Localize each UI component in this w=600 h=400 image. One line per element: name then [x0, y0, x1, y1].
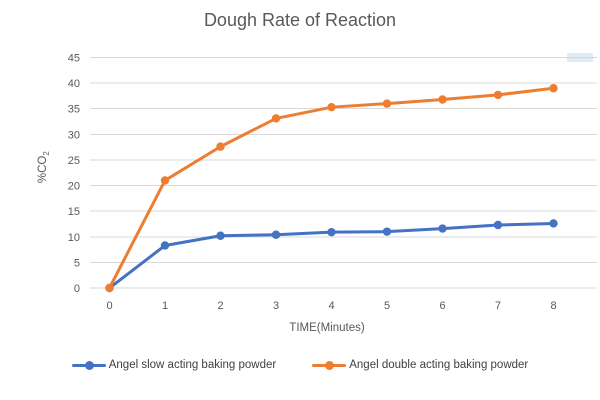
legend-dot [325, 360, 335, 370]
legend-item: Angel slow acting baking powder [71, 359, 277, 371]
data-point-marker [382, 227, 392, 236]
data-point-marker [216, 142, 225, 151]
y-axis-title-text: %CO [36, 155, 49, 184]
data-series [105, 84, 558, 293]
x-axis-title: TIME(Minutes) [289, 322, 365, 334]
chart-title: Dough Rate of Reaction [203, 10, 397, 30]
data-point-marker [382, 99, 392, 108]
y-axis-tick-labels: 0 5 10 15 20 25 30 35 40 45 [68, 53, 80, 296]
legend-label: Angel slow acting baking powder [108, 359, 277, 371]
x-tick-label: 3 [273, 300, 279, 312]
highlight-artifact [567, 53, 593, 62]
series-line [108, 86, 555, 290]
y-tick-label: 35 [68, 104, 80, 116]
x-tick-label: 4 [328, 300, 334, 312]
data-point-marker [327, 102, 336, 112]
x-axis-tick-labels: 0 1 2 3 4 5 6 7 8 [106, 300, 556, 312]
y-tick-label: 25 [68, 155, 80, 167]
data-point-marker [438, 95, 447, 104]
legend-line-marker-icon [312, 360, 347, 370]
legend-item: Angel double acting baking powder [312, 359, 528, 371]
data-point-marker [105, 283, 114, 293]
y-tick-label: 30 [68, 129, 80, 141]
y-tick-label: 10 [68, 232, 80, 244]
x-tick-label: 5 [384, 300, 390, 312]
data-point-marker [493, 90, 503, 100]
x-tick-label: 0 [106, 300, 112, 312]
y-axis-title-subscript: 2 [42, 151, 52, 156]
y-axis-title: %CO2 [37, 147, 51, 187]
y-tick-label: 20 [68, 181, 80, 193]
data-point-marker [160, 176, 170, 185]
y-tick-label: 40 [68, 78, 80, 90]
x-tick-label: 1 [162, 300, 168, 312]
x-tick-label: 8 [550, 300, 556, 312]
data-point-marker [549, 84, 558, 93]
legend-line-marker-icon [71, 360, 106, 370]
data-point-marker [216, 231, 225, 240]
legend-label: Angel double acting baking powder [349, 359, 529, 371]
x-tick-label: 7 [495, 300, 501, 312]
y-tick-label: 0 [74, 283, 80, 295]
gridlines [90, 57, 597, 289]
y-tick-label: 15 [68, 206, 80, 218]
y-tick-label: 45 [68, 53, 80, 65]
x-tick-label: 2 [217, 300, 223, 312]
x-tick-label: 6 [439, 300, 445, 312]
data-point-marker [271, 114, 281, 123]
data-point-marker [271, 230, 281, 239]
legend: Angel slow acting baking powder Angel dou… [0, 359, 600, 371]
data-point-marker [160, 241, 170, 250]
legend-dot [84, 360, 94, 370]
data-point-marker [327, 227, 336, 237]
data-point-marker [493, 220, 503, 230]
y-tick-label: 5 [74, 257, 80, 269]
data-point-marker [549, 219, 558, 228]
data-point-marker [438, 224, 447, 233]
